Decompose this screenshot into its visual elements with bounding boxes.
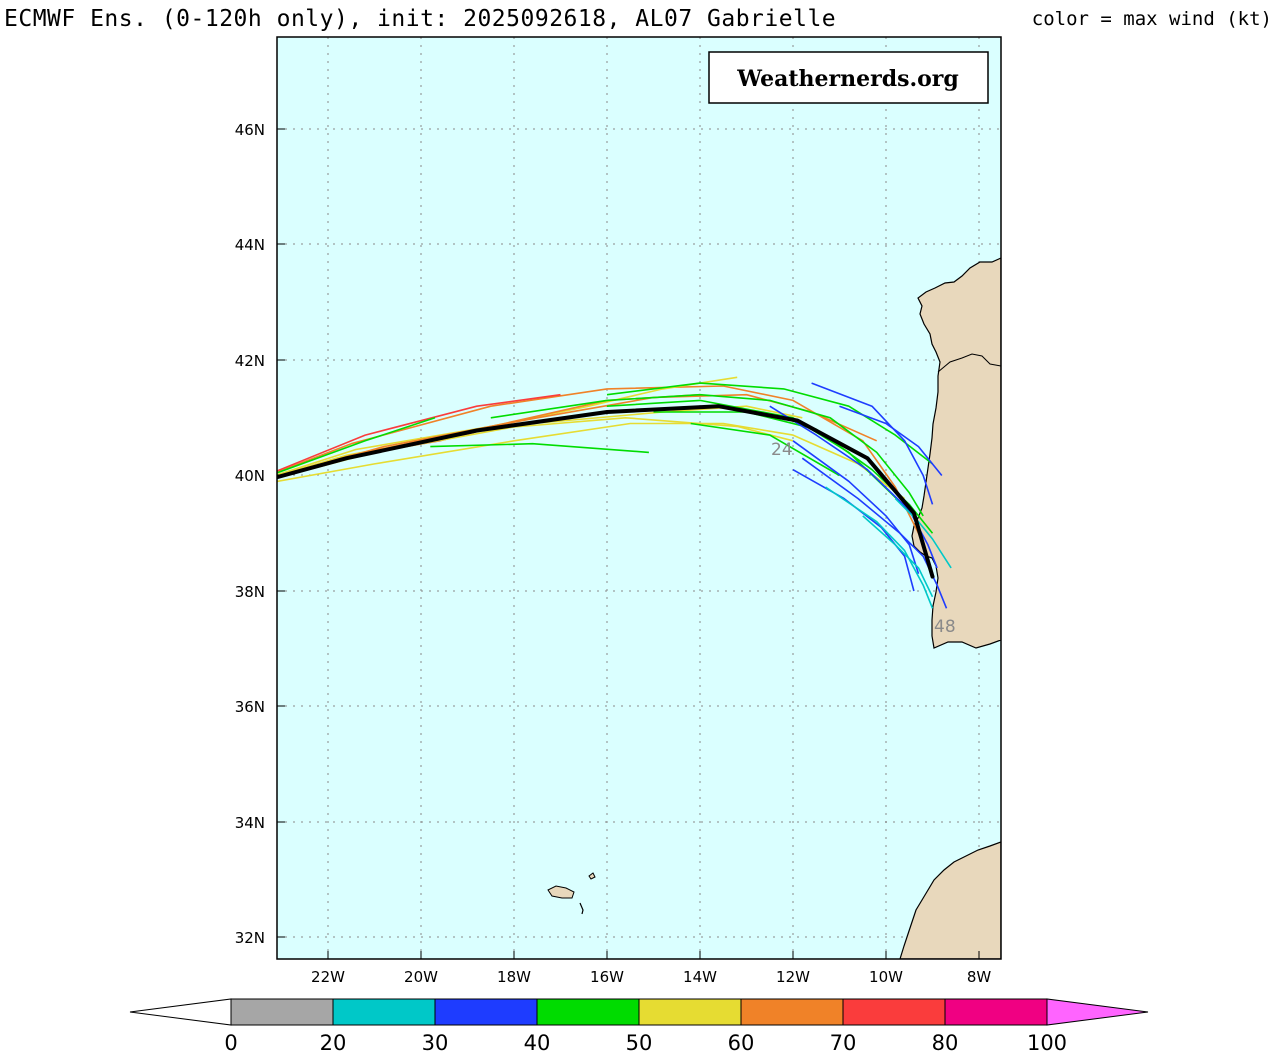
member-track-24 bbox=[862, 515, 934, 598]
member-track-11 bbox=[430, 442, 649, 454]
gridlines bbox=[277, 37, 1001, 959]
lat-tick-46n: 46N bbox=[235, 121, 265, 139]
mean-track-line bbox=[277, 404, 935, 579]
member-track-18 bbox=[801, 457, 948, 609]
lon-tick-12w: 12W bbox=[776, 968, 810, 986]
lon-tick-labels: 22W 20W 18W 16W 14W 12W 10W 8W bbox=[311, 968, 991, 986]
plot-frame bbox=[276, 36, 1002, 960]
forecast-hour-label-48: 48 bbox=[934, 617, 956, 637]
colorbar-bin-0-20 bbox=[230, 998, 334, 1026]
lon-tick-16w: 16W bbox=[590, 968, 624, 986]
lon-tick-10w: 10W bbox=[869, 968, 903, 986]
colorbar-label-50: 50 bbox=[626, 1031, 653, 1055]
colorbar-label-30: 30 bbox=[422, 1031, 449, 1055]
member-track-6 bbox=[277, 416, 794, 477]
colorbar-bin-70-80 bbox=[842, 998, 946, 1026]
porto-santo-island bbox=[588, 872, 596, 880]
lat-tick-42n: 42N bbox=[235, 352, 265, 370]
lon-tick-20w: 20W bbox=[404, 968, 438, 986]
member-track-2 bbox=[277, 393, 561, 472]
colorbar-bin-60-70 bbox=[740, 998, 844, 1026]
map-title: ECMWF Ens. (0-120h only), init: 20250926… bbox=[4, 6, 837, 32]
colorbar-bin-30-40 bbox=[434, 998, 538, 1026]
colorbar-label-20: 20 bbox=[320, 1031, 347, 1055]
colorbar-over-arrow bbox=[1046, 998, 1149, 1026]
colorbar-label-40: 40 bbox=[524, 1031, 551, 1055]
member-track-5 bbox=[277, 422, 906, 500]
colorbar-bin-80-100 bbox=[944, 998, 1048, 1026]
watermark-text: Weathernerds.org bbox=[736, 66, 959, 92]
member-track-19 bbox=[811, 382, 934, 505]
lon-tick-14w: 14W bbox=[683, 968, 717, 986]
portugal-border bbox=[937, 353, 1001, 373]
colorbar-under-arrow bbox=[129, 998, 232, 1026]
member-track-20 bbox=[769, 405, 938, 569]
lat-tick-32n: 32N bbox=[235, 929, 265, 947]
lat-tick-36n: 36N bbox=[235, 698, 265, 716]
lat-tick-44n: 44N bbox=[235, 236, 265, 254]
member-track-10 bbox=[277, 417, 436, 474]
ocean-background bbox=[277, 37, 1001, 959]
forecast-hour-label-24: 24 bbox=[771, 440, 793, 460]
ensemble-mean-track bbox=[277, 404, 935, 579]
member-track-23 bbox=[825, 486, 934, 609]
member-track-14 bbox=[690, 422, 840, 477]
colorbar-label-60: 60 bbox=[728, 1031, 755, 1055]
member-track-12 bbox=[490, 393, 924, 517]
color-legend-note: color = max wind (kt) bbox=[1031, 8, 1272, 30]
watermark-badge: Weathernerds.org bbox=[708, 51, 989, 104]
desertas-islands bbox=[579, 902, 584, 915]
colorbar-bin-50-60 bbox=[638, 998, 742, 1026]
colorbar-label-70: 70 bbox=[830, 1031, 857, 1055]
colorbar-bin-20-30 bbox=[332, 998, 436, 1026]
lon-tick-18w: 18W bbox=[497, 968, 531, 986]
member-track-1 bbox=[277, 385, 920, 534]
lon-tick-8w: 8W bbox=[967, 968, 992, 986]
colorbar-label-80: 80 bbox=[932, 1031, 959, 1055]
lon-tick-22w: 22W bbox=[311, 968, 345, 986]
colorbar-label-0: 0 bbox=[224, 1031, 237, 1055]
member-track-17 bbox=[792, 440, 920, 574]
lat-tick-40n: 40N bbox=[235, 467, 265, 485]
member-track-13 bbox=[606, 382, 933, 465]
colorbar: 0 20 30 40 50 60 70 80 100 bbox=[129, 998, 1149, 1055]
colorbar-bin-40-50 bbox=[536, 998, 640, 1026]
member-track-21 bbox=[839, 405, 943, 477]
member-track-25 bbox=[894, 498, 952, 569]
lat-tick-34n: 34N bbox=[235, 814, 265, 832]
madeira-island bbox=[547, 885, 575, 899]
morocco-coast bbox=[899, 841, 1001, 959]
lat-tick-labels: 46N 44N 42N 40N 38N 36N 34N 32N bbox=[235, 121, 265, 947]
lat-tick-38n: 38N bbox=[235, 583, 265, 601]
colorbar-label-100: 100 bbox=[1027, 1031, 1067, 1055]
